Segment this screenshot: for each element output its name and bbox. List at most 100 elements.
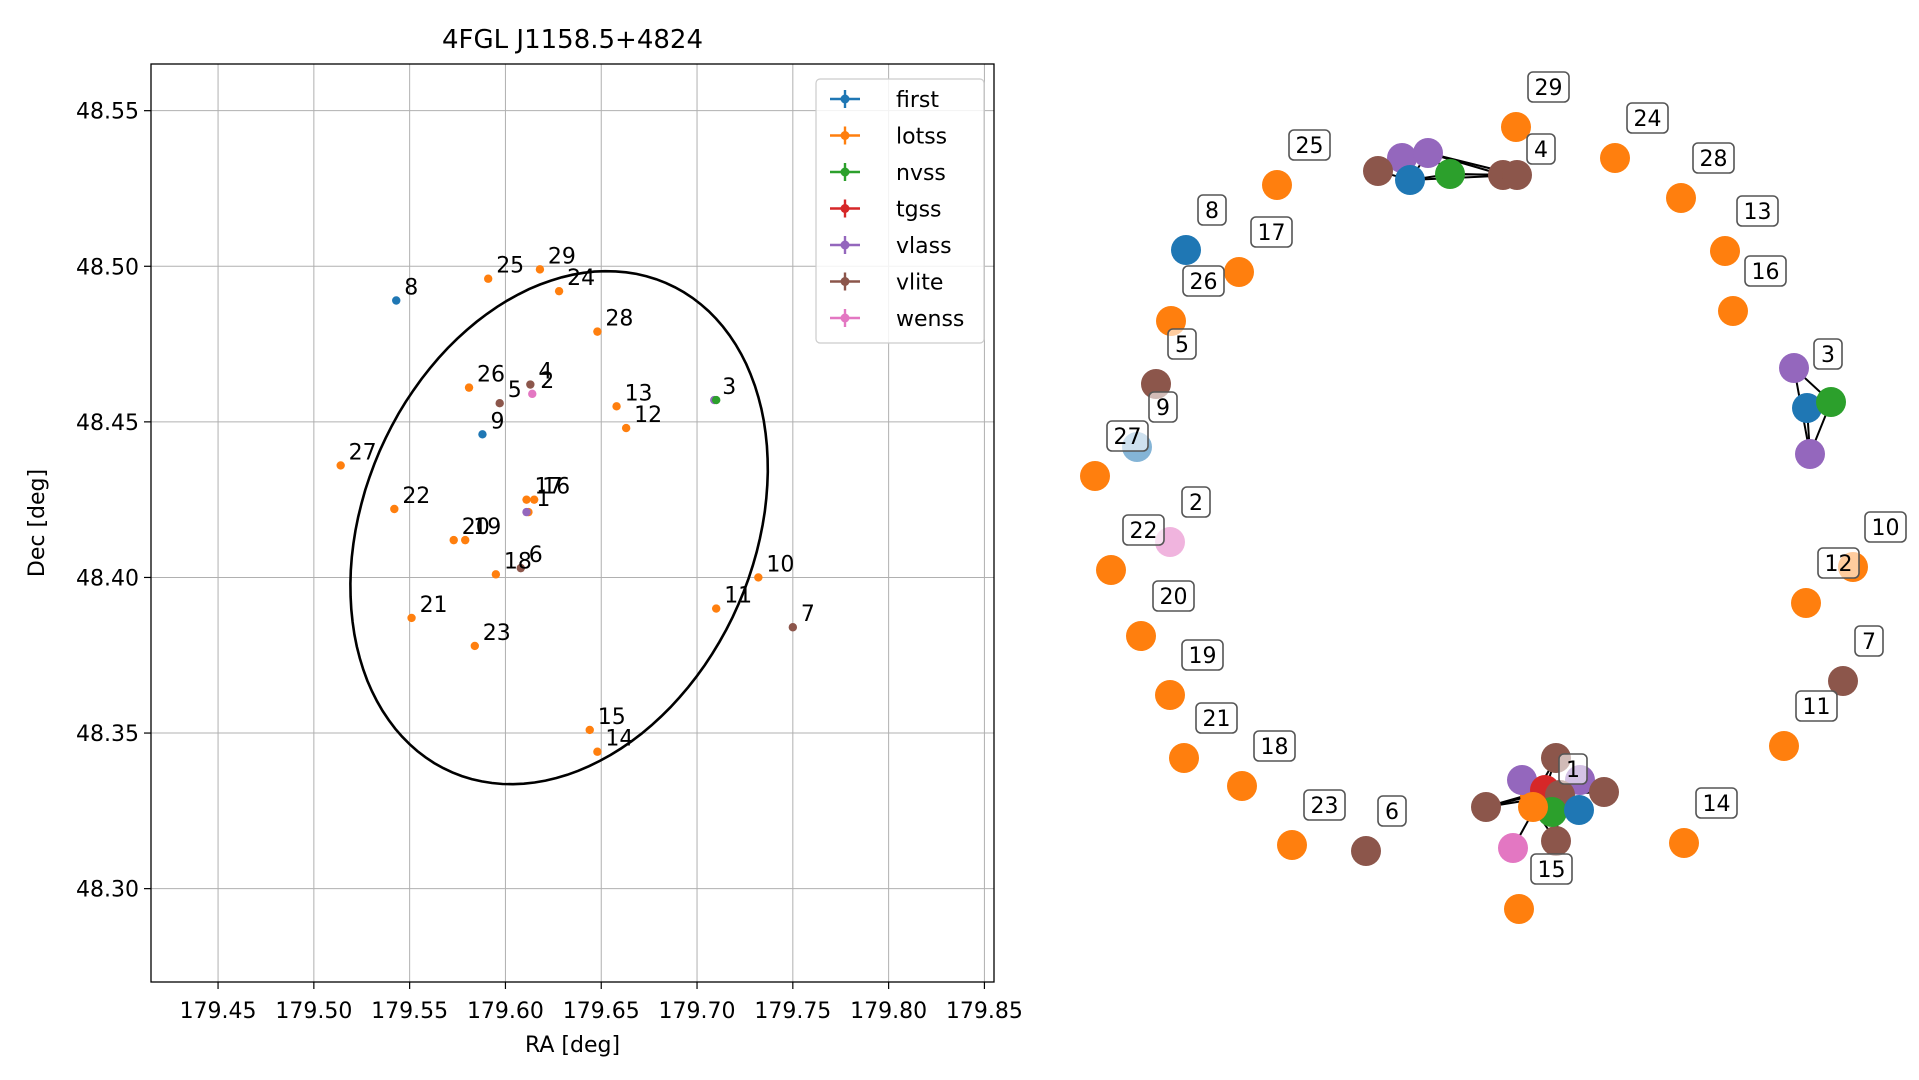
node-label-text: 26 — [1190, 270, 1218, 295]
source-point-12 — [621, 423, 631, 433]
node-label-text: 11 — [1803, 695, 1831, 720]
node-label-29: 29 — [1527, 71, 1570, 103]
node-label-24: 24 — [1626, 102, 1669, 134]
node-label-text: 28 — [1700, 147, 1728, 172]
node-label-box — [1197, 194, 1227, 226]
node-label-text: 17 — [1258, 221, 1286, 246]
node-label-text: 8 — [1205, 199, 1219, 224]
source-label: 12 — [634, 403, 662, 428]
node-25 — [1262, 170, 1292, 200]
cluster-1-node-vlite — [1471, 792, 1501, 822]
legend-marker-dot — [840, 131, 850, 140]
source-point-25 — [484, 274, 493, 283]
legend-marker-dot — [840, 277, 850, 286]
node-label-box — [1530, 853, 1573, 885]
source-point-18 — [491, 570, 501, 579]
node-label-box — [1303, 789, 1346, 821]
source-label: 13 — [625, 381, 653, 406]
legend-label: vlass — [896, 234, 952, 259]
source-label: 19 — [473, 515, 501, 540]
legend-marker-dot — [840, 313, 850, 323]
legend-marker-dot — [840, 167, 850, 177]
node-label-17: 17 — [1250, 216, 1293, 248]
node-label-box — [1250, 216, 1293, 248]
node-14 — [1669, 828, 1699, 858]
source-label: 3 — [722, 375, 736, 400]
cluster-4-node-vlite — [1363, 156, 1393, 186]
node-label-text: 27 — [1114, 425, 1142, 450]
node-label-22: 22 — [1122, 514, 1165, 546]
node-label-box — [1813, 338, 1843, 370]
y-tick-label: 48.55 — [76, 100, 139, 125]
y-tick-label: 48.30 — [76, 878, 139, 903]
scatter-chart: 4FGL J1158.5+4824 12 34567891011121314151… — [25, 25, 1023, 1058]
node-18 — [1227, 771, 1257, 801]
node-label-box — [1736, 195, 1779, 227]
node-label-box — [1864, 511, 1907, 543]
cluster-1-node-first — [1564, 795, 1594, 825]
node-23 — [1277, 830, 1307, 860]
y-axis-ticks: 48.30 48.35 48.40 48.45 48.50 48.55 — [76, 100, 151, 903]
node-label-box — [1854, 625, 1884, 657]
cluster-3-node-nvss — [1816, 387, 1846, 417]
legend-marker-dot — [840, 94, 850, 104]
source-point-7 — [788, 623, 798, 632]
cluster-3-node-first — [1792, 393, 1822, 423]
node-label-26: 26 — [1182, 265, 1225, 297]
source-point-8 — [392, 296, 401, 305]
node-label-16: 16 — [1744, 255, 1787, 287]
node-6 — [1351, 836, 1381, 866]
source-label: 23 — [483, 621, 511, 646]
node-label-21: 21 — [1195, 702, 1238, 734]
x-tick-label: 179.80 — [850, 999, 927, 1024]
source-label: 22 — [402, 484, 430, 509]
cluster-1-node-vlass — [1507, 765, 1537, 795]
cluster-1-node-lotss — [1518, 792, 1548, 822]
source-label: 6 — [529, 543, 543, 568]
node-label-text: 23 — [1311, 794, 1339, 819]
node-label-box — [1195, 702, 1238, 734]
source-label: 5 — [508, 378, 522, 403]
node-label-text: 1 — [1566, 758, 1580, 783]
legend-label: vlite — [896, 271, 943, 296]
node-label-27: 27 — [1106, 420, 1149, 452]
node-label-box — [1122, 514, 1165, 546]
node-label-text: 5 — [1175, 333, 1189, 358]
node-label-25: 25 — [1288, 129, 1331, 161]
cluster-1-node-wenss — [1498, 833, 1528, 863]
source-point-11 — [711, 604, 721, 613]
source-label: 7 — [801, 602, 815, 627]
y-tick-label: 48.45 — [76, 411, 139, 436]
node-label-box — [1253, 730, 1296, 762]
source-point-24 — [554, 286, 564, 296]
network-labels: 2567891011121314151617181920212223242526… — [1106, 71, 1907, 885]
node-label-text: 9 — [1156, 396, 1170, 421]
source-point-13 — [612, 402, 621, 411]
node-label-9: 9 — [1148, 391, 1178, 423]
node-29 — [1501, 112, 1531, 142]
source-label: 25 — [496, 254, 524, 279]
source-label: 20 — [462, 515, 490, 540]
node-label-box — [1167, 328, 1197, 360]
node-label-18: 18 — [1253, 730, 1296, 762]
node-label-text: 25 — [1296, 134, 1324, 159]
node-label-6: 6 — [1377, 795, 1407, 827]
node-label-23: 23 — [1303, 789, 1346, 821]
source-label: 9 — [490, 409, 504, 434]
node-label-box — [1182, 265, 1225, 297]
legend-label: lotss — [896, 125, 947, 150]
x-tick-label: 179.55 — [371, 999, 448, 1024]
x-tick-label: 179.75 — [754, 999, 831, 1024]
legend-item-vlass: vlass — [830, 234, 952, 259]
node-label-box — [1626, 102, 1669, 134]
cluster-1-node-vlite — [1589, 777, 1619, 807]
network-graph: 2567891011121314151617181920212223242526… — [1080, 71, 1907, 924]
source-point-5 — [495, 398, 504, 408]
source-point-23 — [470, 641, 479, 651]
node-label-box — [1695, 787, 1738, 819]
legend-label: first — [896, 88, 939, 113]
cluster-3-node-vlass — [1795, 439, 1825, 469]
y-tick-label: 48.50 — [76, 255, 139, 280]
source-label: 24 — [567, 266, 595, 291]
source-point-29 — [535, 265, 545, 274]
